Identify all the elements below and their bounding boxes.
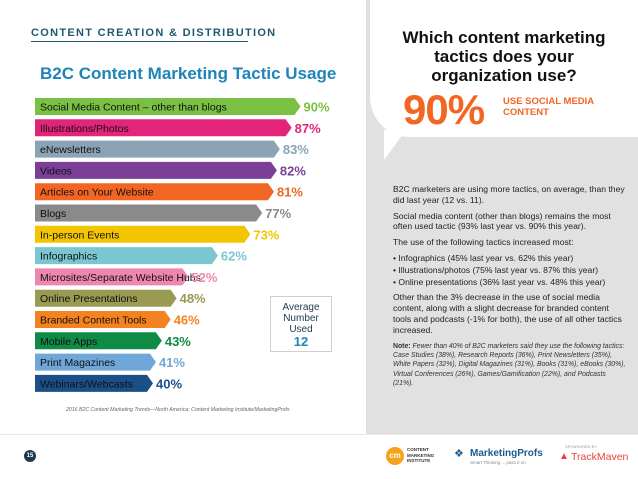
marketingprofs-bird-icon: ❖ bbox=[454, 448, 464, 460]
question-title: Which content marketing tactics does you… bbox=[402, 28, 606, 85]
bar-value-label: 62% bbox=[221, 249, 247, 264]
bar-category-label: eNewsletters bbox=[40, 144, 101, 156]
cmi-logo-icon: cm bbox=[386, 447, 404, 465]
list-item: • Infographics (45% last year vs. 62% th… bbox=[393, 252, 574, 263]
body-paragraph-1: B2C marketers are using more tactics, on… bbox=[393, 184, 625, 205]
bar-value-label: 73% bbox=[253, 227, 279, 242]
page-number: 15 bbox=[24, 450, 36, 462]
speech-bubble bbox=[370, 0, 638, 137]
bar bbox=[35, 140, 280, 158]
body-paragraph-3: The use of the following tactics increas… bbox=[393, 237, 574, 248]
bar-category-label: In-person Events bbox=[40, 229, 119, 241]
list-item: • Illustrations/photos (75% last year vs… bbox=[393, 264, 599, 275]
bar-value-label: 87% bbox=[295, 121, 321, 136]
bar-value-label: 82% bbox=[280, 163, 306, 178]
bar-value-label: 90% bbox=[304, 100, 330, 115]
bar-value-label: 52% bbox=[191, 270, 217, 285]
average-number-box: Average Number Used 12 bbox=[270, 296, 332, 352]
trackmaven-logo: TrackMaven bbox=[571, 451, 629, 463]
bar-category-label: Articles on Your Website bbox=[40, 187, 154, 199]
bar-category-label: Blogs bbox=[40, 208, 66, 220]
bar-category-label: Branded Content Tools bbox=[40, 315, 147, 327]
bar-value-label: 48% bbox=[180, 291, 206, 306]
speech-bubble-tail bbox=[384, 130, 406, 160]
marketingprofs-logo: MarketingProfs bbox=[470, 448, 543, 459]
note-label: Note: bbox=[393, 342, 411, 350]
bar bbox=[35, 161, 277, 179]
bar bbox=[35, 119, 292, 137]
source-note: 2016 B2C Content Marketing Trends—North … bbox=[66, 407, 290, 413]
average-number-value: 12 bbox=[293, 334, 309, 349]
bar-category-label: Microsites/Separate Website Hubs bbox=[40, 272, 201, 284]
bar-category-label: Videos bbox=[40, 165, 72, 177]
bar bbox=[35, 204, 263, 222]
big-stat: 90% bbox=[403, 86, 485, 133]
bar-category-label: Mobile Apps bbox=[40, 336, 97, 348]
sponsored-by-label: SPONSORED BY bbox=[565, 444, 598, 449]
bar-value-label: 46% bbox=[174, 313, 200, 328]
bar-value-label: 40% bbox=[156, 376, 182, 391]
note-text: Fewer than 40% of B2C marketers said the… bbox=[393, 342, 626, 388]
bar bbox=[35, 225, 251, 243]
bar bbox=[35, 268, 189, 286]
average-number-label: Average Number Used bbox=[282, 302, 320, 335]
bar-value-label: 77% bbox=[265, 206, 291, 221]
body-text: B2C marketers are using more tactics, on… bbox=[393, 184, 627, 389]
bar bbox=[35, 374, 153, 392]
bar bbox=[35, 332, 162, 350]
trackmaven-icon: ▲ bbox=[559, 451, 569, 462]
bar-category-label: Social Media Content – other than blogs bbox=[40, 102, 227, 114]
chart-title: B2C Content Marketing Tactic Usage bbox=[40, 64, 337, 83]
list-item: • Online presentations (36% last year vs… bbox=[393, 276, 606, 287]
note: Note: Fewer than 40% of B2C marketers sa… bbox=[393, 342, 627, 389]
bar-value-label: 43% bbox=[165, 334, 191, 349]
marketingprofs-tagline: Smart Thinking ... pass it on bbox=[470, 460, 526, 465]
footer-rule bbox=[0, 434, 638, 435]
bar-value-label: 83% bbox=[283, 142, 309, 157]
bar bbox=[35, 311, 171, 328]
bar bbox=[35, 289, 177, 307]
increase-list: • Infographics (45% last year vs. 62% th… bbox=[393, 253, 627, 287]
bar bbox=[35, 353, 156, 371]
cmi-logo-text: CONTENT MARKETING INSTITUTE bbox=[407, 447, 435, 463]
bar bbox=[35, 183, 274, 201]
body-paragraph-2: Social media content (other than blogs) … bbox=[393, 210, 611, 232]
section-rule bbox=[31, 41, 248, 42]
bar-category-label: Print Magazines bbox=[40, 357, 115, 369]
bar-value-label: 81% bbox=[277, 185, 303, 200]
bar-category-label: Webinars/Webcasts bbox=[40, 378, 133, 390]
bar-category-label: Infographics bbox=[40, 251, 97, 263]
bar bbox=[35, 247, 218, 265]
bar-chart: Social Media Content – other than blogs 9… bbox=[35, 98, 330, 392]
bar-category-label: Online Presentations bbox=[40, 293, 137, 305]
bar-value-label: 41% bbox=[159, 355, 185, 370]
section-label: CONTENT CREATION & DISTRIBUTION bbox=[31, 27, 277, 39]
big-stat-label: USE SOCIAL MEDIA CONTENT bbox=[503, 96, 594, 118]
bar bbox=[35, 98, 301, 115]
bar-category-label: Illustrations/Photos bbox=[40, 123, 129, 135]
body-paragraph-4: Other than the 3% decrease in the use of… bbox=[393, 292, 622, 335]
